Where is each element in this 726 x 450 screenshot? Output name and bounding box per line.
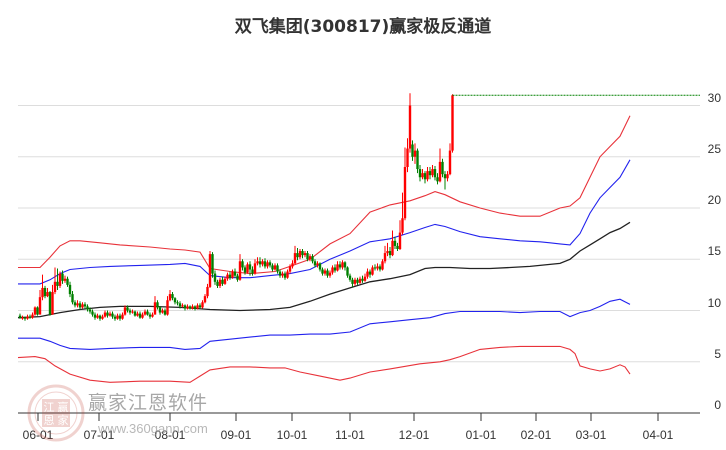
channel-bands [17, 115, 631, 383]
y-tick-label: 20 [707, 193, 721, 207]
candles [18, 93, 454, 321]
y-tick-label: 10 [707, 295, 721, 310]
outer_lower-line [17, 345, 631, 383]
middle-line [17, 221, 631, 319]
chart-title: 双飞集团(300817)赢家极反通道 [234, 17, 492, 37]
x-tick-label: 07-01 [83, 428, 115, 442]
svg-text:家: 家 [58, 413, 69, 427]
watermark-brand: 赢家江恩软件 [88, 392, 209, 414]
svg-text:赢: 赢 [58, 400, 69, 414]
watermark-seal-icon: 江 赢 恩 家 [27, 384, 85, 442]
outer_upper-line [18, 115, 631, 275]
x-tick-label: 01-01 [465, 428, 497, 442]
watermark-url: www.360gann.com [98, 421, 208, 436]
x-tick-label: 04-01 [642, 428, 674, 442]
x-axis [18, 412, 700, 421]
x-tick-label: 08-01 [154, 428, 186, 442]
svg-text:江: 江 [44, 401, 55, 414]
x-tick-label: 12-01 [398, 428, 430, 442]
y-tick-label: 25 [707, 141, 721, 156]
x-tick-label: 02-01 [520, 428, 552, 442]
svg-text:恩: 恩 [44, 414, 55, 427]
x-tick-label: 03-01 [575, 428, 607, 442]
x-tick-label: 09-01 [220, 428, 252, 442]
inner_lower-line [18, 298, 631, 350]
x-tick-label: 10-01 [276, 428, 308, 442]
y-tick-label: 5 [714, 346, 721, 361]
y-tick-label: 30 [707, 90, 721, 105]
inner_upper-line [18, 159, 631, 285]
y-tick-label: 0 [714, 398, 721, 412]
x-tick-label: 06-01 [22, 428, 54, 442]
gridlines [18, 105, 700, 363]
y-tick-label: 15 [707, 244, 721, 259]
x-tick-label: 11-01 [335, 428, 365, 442]
